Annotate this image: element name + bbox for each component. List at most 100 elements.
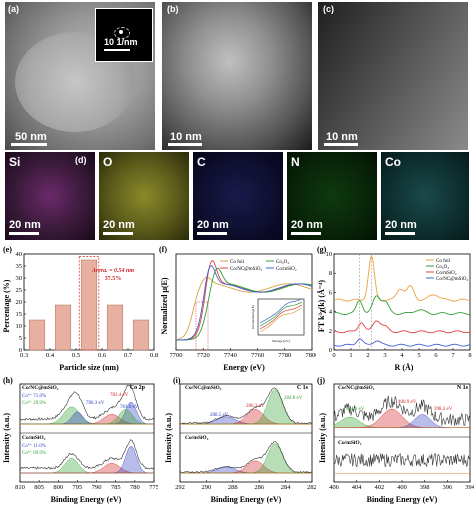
inset-series-f-3: [259, 298, 303, 324]
inset-series-f-1: [259, 304, 303, 330]
bar-0.75: [132, 319, 150, 351]
x-g-tick-label: 7: [451, 352, 455, 359]
peak-label-j-2: 398.2 eV: [434, 407, 453, 412]
x-j-plot-tick-label: 396: [442, 484, 453, 491]
sample2-label-h: Co/mSiO₂: [22, 435, 46, 441]
co2-fraction-1: Co²⁺ 29.0%: [22, 400, 46, 406]
x-h-plot-tick-label: 805: [34, 484, 44, 491]
panel-label-j: (j): [317, 376, 325, 385]
chart-f: (f) 7700 7720 7740 7760 7780 7800 Co foil Co/NC…: [159, 245, 317, 372]
zoom-box-f: [195, 301, 209, 351]
scale-bar-o: [103, 232, 133, 235]
series-line-g-2: [333, 320, 471, 334]
series-line-f-0: [175, 276, 313, 341]
spectrum-title-h: Co 2p: [130, 385, 146, 391]
inset-ylabel-f: Normalized μ(E): [251, 304, 255, 329]
panel-label-e: (e): [3, 245, 12, 254]
peak-label-j-3: 404.6 eV: [346, 407, 365, 412]
inset-series-f-0: [259, 307, 303, 333]
bar-0.65: [106, 304, 124, 351]
x-f-tick-label: 7800: [306, 352, 317, 359]
diffraction-inset: 10 1/nm: [95, 8, 153, 62]
legend-label-g-1: Co₃O₄: [436, 265, 449, 270]
co3-fraction-1: Co³⁺ 71.0%: [22, 393, 46, 399]
haadf-image-b: 10 nm: [162, 2, 312, 150]
element-label-co: Co: [385, 155, 401, 169]
series-line-g-3: [333, 338, 471, 347]
x-i-plot-tick-label: 284: [281, 484, 292, 491]
scale-label-b: 10 nm: [170, 131, 202, 143]
x-j-plot-tick-label: 404: [352, 484, 363, 491]
x-f-tick-label: 7760: [251, 352, 264, 359]
sample2-label-i: Co/mSiO₂: [185, 435, 209, 441]
x-axis-title-h: Binding Energy (eV): [51, 495, 122, 504]
haadf-image-c: 10 nm: [318, 2, 468, 150]
inset-series-f-2: [259, 301, 303, 327]
scale-bar-si: [9, 232, 39, 235]
highlight-box-e: [78, 256, 100, 351]
x-j-plot-tick-label: 402: [374, 484, 384, 491]
y-tick-label-e: 40: [16, 251, 23, 258]
scale-bar-n: [291, 232, 321, 235]
y-axis-title-g: FT k³χ(k) (Å⁻⁴): [317, 280, 326, 332]
peak-label-h-2: 780.3 eV: [86, 401, 105, 406]
x-i-plot-tick-label: 286: [254, 484, 265, 491]
h-plot-top-raw-spectrum: [19, 384, 155, 421]
x-j-plot-tick-label: 406: [329, 484, 340, 491]
series-line-f-2: [176, 267, 313, 341]
x-tick-label-e: 0.8: [150, 352, 158, 359]
x-axis-title-j: Binding Energy (eV): [367, 495, 438, 504]
panel-label-a: (a): [8, 4, 19, 14]
sample1-label-h: Co/NC@mSiO₂: [22, 385, 59, 391]
x-g-tick-label: 2: [366, 352, 369, 359]
j-plot-top-raw-spectrum: [333, 395, 471, 427]
x-j-plot-tick-label: 400: [397, 484, 407, 491]
x-h-plot-tick-label: 795: [73, 484, 83, 491]
peak-label-j-1: 400.9 eV: [398, 400, 417, 405]
legend-label-f-3: Co/mSiO₂: [276, 267, 297, 272]
y-tick-label-e: 10: [16, 323, 23, 330]
legend-label-f-2: Co₃O₄: [276, 260, 289, 265]
scale-bar-c-map: [197, 232, 227, 235]
x-g-tick-label: 0: [332, 352, 335, 359]
x-f-tick-label: 7720: [197, 352, 210, 359]
co3-fraction-2: Co³⁺ 11.0%: [22, 443, 46, 449]
j-plot-bottom-raw-spectrum: [333, 452, 471, 468]
scale-label-o: 20 nm: [103, 219, 135, 231]
peak-percentage-annotation: 37.5%: [105, 276, 122, 282]
y-tick-label-g: 4: [329, 309, 333, 316]
legend-label-g-0: Co foil: [436, 259, 451, 264]
y-tick-label-e: 0: [19, 347, 22, 354]
i-plot-top-raw-spectrum: [179, 387, 313, 425]
plot-frame-g: [333, 253, 471, 351]
eds-map-si: Si (d) 20 nm: [5, 152, 95, 240]
element-label-si: Si: [9, 155, 21, 169]
scale-label-c: 10 nm: [326, 131, 358, 143]
eds-map-n: N 20 nm: [287, 152, 377, 240]
peak-label-i-2: 286.3 eV: [246, 404, 265, 409]
scale-label-n: 20 nm: [291, 219, 323, 231]
y-tick-label-g: 6: [329, 289, 333, 296]
x-h-plot-tick-label: 800: [53, 484, 63, 491]
x-g-tick-label: 6: [434, 352, 438, 359]
y-axis-title-j: Intensity (a.u.): [318, 413, 327, 463]
sample1-label-j: Co/NC@mSiO₂: [338, 385, 375, 391]
x-i-plot-tick-label: 292: [175, 484, 185, 491]
x-tick-label-e: 0.4: [46, 352, 55, 359]
spectrum-title-j: N 1s: [457, 385, 469, 391]
scale-label-a: 50 nm: [15, 131, 47, 143]
x-tick-label-e: 0.5: [72, 352, 80, 359]
eds-map-c: C 20 nm: [193, 152, 283, 240]
scale-bar-b: [168, 143, 202, 146]
x-g-tick-label: 1: [349, 352, 352, 359]
x-g-tick-label: 8: [468, 352, 471, 359]
diffraction-ring: [114, 27, 130, 39]
x-j-plot-tick-label: 398: [420, 484, 430, 491]
element-label-n: N: [291, 155, 300, 169]
panel-label-c: (c): [323, 4, 334, 14]
peak-label-h-1: 782.4 eV: [110, 393, 129, 398]
scale-bar-a: [11, 143, 47, 146]
x-j-plot-tick-label: 394: [465, 484, 474, 491]
series-line-g-1: [333, 295, 471, 315]
